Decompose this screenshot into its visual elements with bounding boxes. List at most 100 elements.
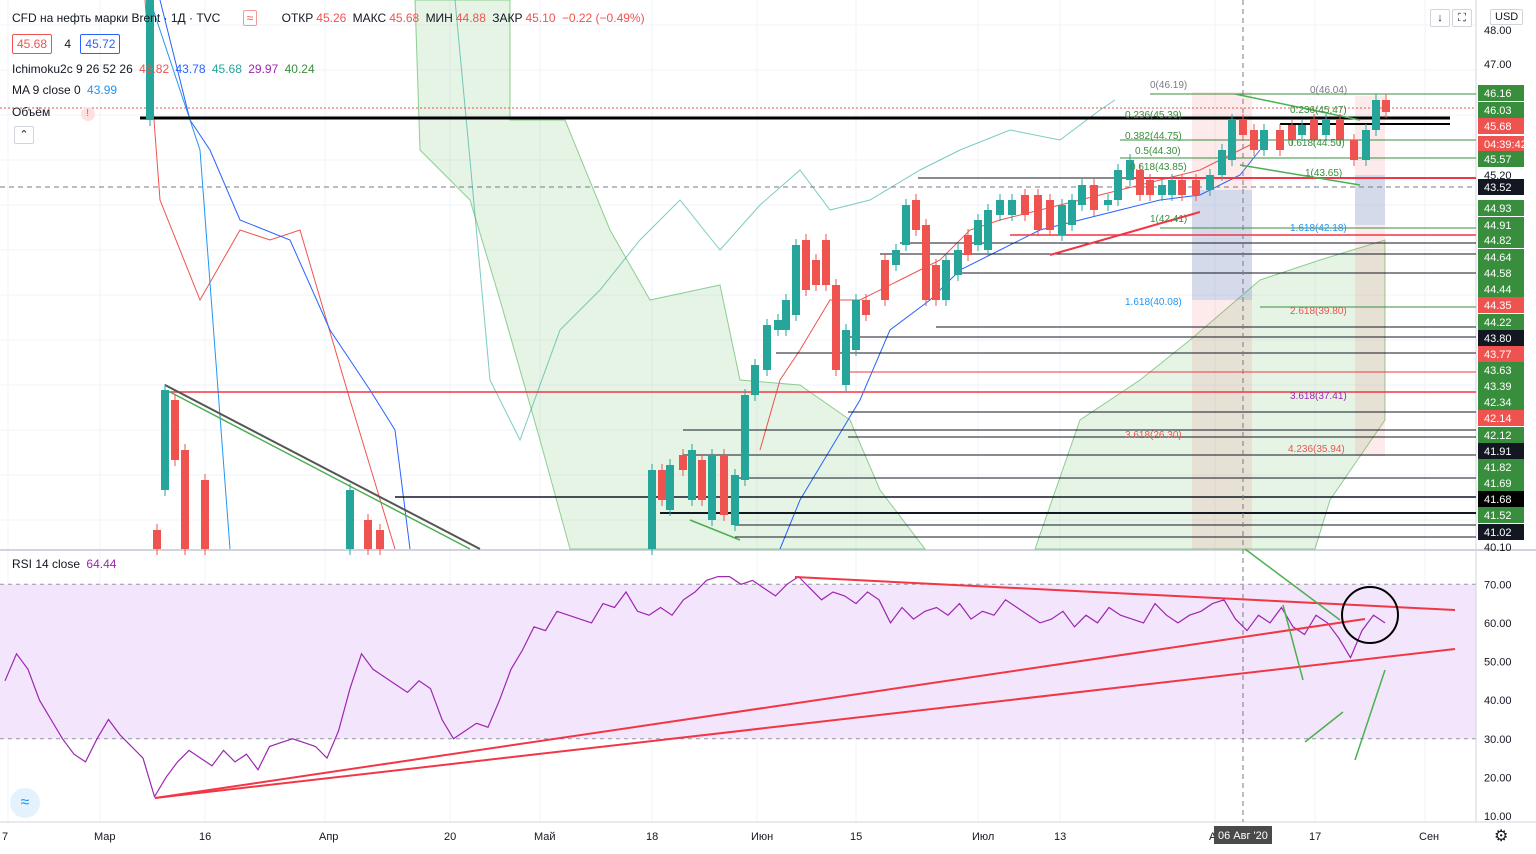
- price-axis-label-0: 48.00: [1484, 25, 1512, 37]
- price-tag-bg-26: [1478, 475, 1524, 491]
- candle-body-13: [688, 450, 696, 500]
- time-axis-label-12: 17: [1309, 831, 1321, 843]
- price-tag-bg-16: [1478, 314, 1524, 330]
- rsi-trendline-support-2: [154, 618, 1366, 799]
- ma-value: 43.99: [87, 83, 118, 97]
- time-axis-label-2: 16: [199, 831, 211, 843]
- high-label: МАКС: [352, 11, 387, 25]
- price-tag-bg-9: [1478, 200, 1524, 216]
- price-tag-bg-14: [1478, 281, 1524, 297]
- trendline-green-2: [1239, 164, 1361, 186]
- fib-zone-blue-2: [1355, 175, 1385, 225]
- price-tag-bg-28: [1478, 507, 1524, 523]
- price-axis-label-2: 46.16: [1484, 88, 1512, 100]
- candle-body-7: [364, 520, 372, 549]
- time-axis-label-9: Июл: [972, 831, 994, 843]
- ask-price[interactable]: 45.72: [80, 34, 121, 54]
- candle-body-70: [1322, 120, 1330, 135]
- rsi-legend[interactable]: RSI 14 close 64.44: [12, 557, 119, 571]
- candle-body-62: [1228, 120, 1236, 160]
- rsi-band: [0, 584, 1476, 739]
- candle-body-49: [1078, 185, 1086, 205]
- candle-body-59: [1192, 180, 1200, 195]
- rsi-green-line-1: [1244, 548, 1341, 621]
- candle-body-46: [1046, 200, 1054, 230]
- candle-body-38: [954, 250, 962, 275]
- chikou-line: [454, 0, 1116, 442]
- price-axis-label-30: 40.10: [1484, 542, 1512, 554]
- trendline-down-green: [169, 391, 471, 550]
- price-tag-bg-15: [1478, 297, 1524, 313]
- ichimoku-legend[interactable]: Ichimoku2c 9 26 52 26 43.82 43.78 45.68 …: [12, 62, 318, 76]
- price-tag-bg-5: [1478, 136, 1524, 152]
- price-tag-bg-18: [1478, 346, 1524, 362]
- price-tag-bg-17: [1478, 330, 1524, 346]
- time-axis-label-6: 18: [646, 831, 658, 843]
- candle-body-43: [1008, 200, 1016, 215]
- spread-value: 4: [64, 37, 72, 51]
- candle-body-32: [892, 250, 900, 265]
- fib-right-label-7: 4.236(35.94): [1288, 444, 1345, 455]
- candle-body-29: [852, 300, 860, 350]
- candle-body-72: [1350, 140, 1358, 160]
- time-axis-label-5: Май: [534, 831, 556, 843]
- price-axis-label-26: 41.69: [1484, 478, 1512, 490]
- candle-body-50: [1090, 185, 1098, 210]
- price-axis-label-9: 44.93: [1484, 203, 1512, 215]
- candle-body-61: [1218, 150, 1226, 175]
- price-axis-label-19: 43.63: [1484, 365, 1512, 377]
- maximize-pane-button[interactable]: ⛶: [1452, 9, 1472, 27]
- candle-body-48: [1068, 200, 1076, 225]
- fib-left-label-5: 1(42.41): [1150, 214, 1187, 225]
- bid-price[interactable]: 45.68: [12, 34, 53, 54]
- fib-right-label-6: 3.618(37.41): [1290, 391, 1347, 402]
- fib-left-label-2: 0.382(44.75): [1125, 131, 1182, 142]
- candle-body-24: [802, 240, 810, 290]
- candle-body-45: [1034, 195, 1042, 230]
- settings-gear-icon[interactable]: ⚙: [1494, 828, 1509, 845]
- price-axis-label-25: 41.82: [1484, 462, 1512, 474]
- candle-body-54: [1136, 170, 1144, 195]
- trendline-green-1: [1234, 93, 1361, 121]
- rsi-axis-label-1: 60.00: [1484, 618, 1512, 630]
- time-axis-label-13: Сен: [1419, 831, 1439, 843]
- candle-body-34: [912, 200, 920, 230]
- scroll-down-button[interactable]: ↓: [1430, 9, 1450, 27]
- price-tag-bg-19: [1478, 362, 1524, 378]
- candle-body-40: [974, 220, 982, 245]
- candle-body-16: [720, 455, 728, 515]
- rsi-highlight-circle: [1341, 586, 1399, 644]
- candle-body-22: [782, 300, 790, 330]
- compare-button[interactable]: ≈: [242, 10, 258, 26]
- candle-body-53: [1126, 160, 1134, 180]
- candle-body-73: [1362, 130, 1370, 160]
- logo-icon[interactable]: ≈: [10, 788, 40, 818]
- candle-body-21: [774, 320, 782, 330]
- price-axis-label-10: 44.91: [1484, 220, 1512, 232]
- rsi-axis-label-0: 70.00: [1484, 579, 1512, 591]
- currency-label[interactable]: USD: [1490, 9, 1524, 25]
- price-tag-bg-12: [1478, 249, 1524, 265]
- price-axis-label-23: 42.12: [1484, 430, 1512, 442]
- price-axis-label-1: 47.00: [1484, 59, 1512, 71]
- rsi-axis-label-3: 40.00: [1484, 695, 1512, 707]
- candle-body-47: [1058, 205, 1066, 235]
- volume-warning-icon[interactable]: !: [80, 107, 95, 121]
- candle-body-35: [922, 225, 930, 300]
- ma-legend[interactable]: MA 9 close 0 43.99: [12, 83, 120, 97]
- fib-left-label-1: 0.236(45.39): [1125, 110, 1182, 121]
- candle-body-12: [679, 455, 687, 470]
- low-label: МИН: [425, 11, 453, 25]
- candle-body-71: [1336, 120, 1344, 140]
- volume-legend[interactable]: Объём !: [12, 105, 98, 121]
- collapse-legend-button[interactable]: ⌃: [14, 126, 34, 144]
- candle-body-67: [1288, 125, 1296, 140]
- price-axis-label-28: 41.52: [1484, 510, 1512, 522]
- ma-line: [149, 0, 231, 550]
- price-tag-bg-13: [1478, 265, 1524, 281]
- ichimoku-value-3: 45.68: [211, 62, 242, 76]
- candle-body-5: [201, 480, 209, 549]
- fib-right-label-1: 0.236(45.47): [1290, 105, 1347, 116]
- fib-right-label-3: 1(43.65): [1305, 168, 1342, 179]
